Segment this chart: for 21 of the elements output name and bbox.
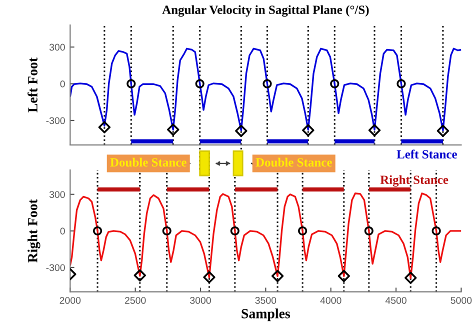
x-tick-label: 5000 [450,296,472,304]
y-tick-label: 0 [60,228,65,235]
series-label: Left Stance [396,150,457,159]
x-axis-title: Samples [242,308,290,322]
x-tick-label: 3500 [255,296,276,304]
y-axis-title: Left Foot [28,57,38,112]
y-axis-title: Right Foot [28,199,40,262]
text: Double Stance [110,158,186,167]
y-tick-label: -300 [46,117,65,124]
y-tick-label: 300 [49,44,65,51]
series-label: Right Stance [380,175,448,187]
y-tick-label: 0 [60,80,65,88]
text: Double Stance [256,158,332,167]
chart-title: Angular Velocity in Sagittal Plane (°/S) [162,5,369,17]
x-tick-label: 2000 [60,296,81,304]
x-tick-label: 4500 [385,296,406,304]
y-tick-label: 300 [49,191,65,198]
y-tick-label: -300 [46,264,65,272]
x-tick-label: 2500 [125,296,146,304]
x-tick-label: 4000 [320,296,342,304]
x-tick-label: 3000 [190,296,211,304]
